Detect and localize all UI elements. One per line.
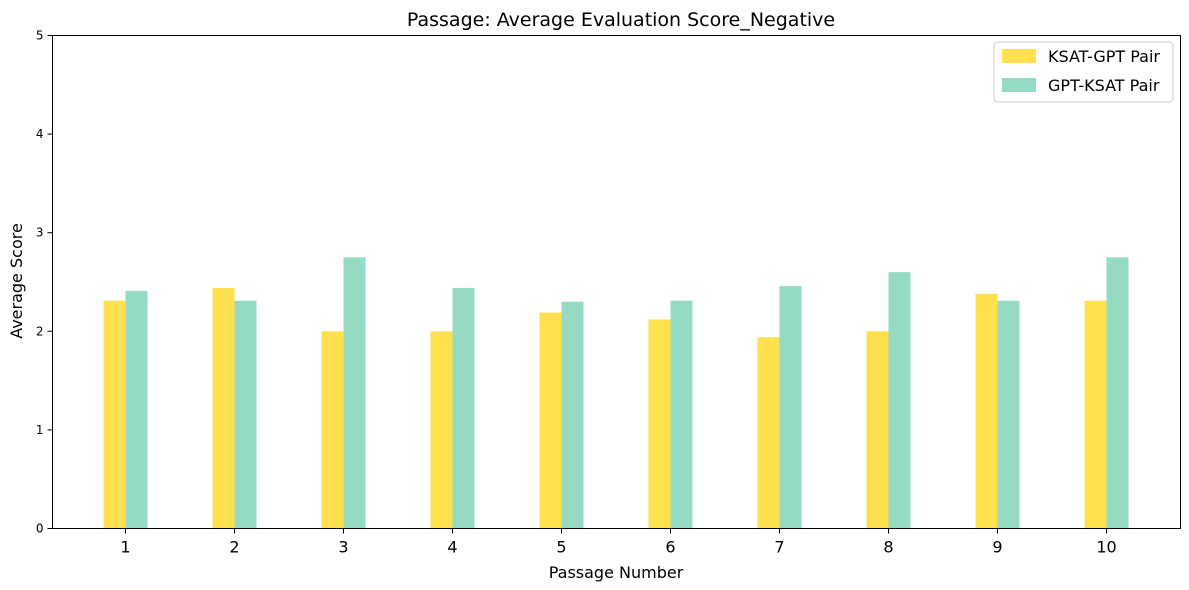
bar-series-1-passage-8 [866, 331, 889, 529]
x-tick-label: 8 [883, 538, 893, 557]
y-tick-label: 5 [36, 29, 44, 43]
bar-series-1-passage-6 [648, 319, 671, 529]
x-tick-label: 3 [338, 538, 348, 557]
legend-label-ksat-gpt: KSAT-GPT Pair [1048, 47, 1160, 66]
y-tick-label: 1 [36, 423, 44, 437]
y-tick-label: 0 [36, 522, 44, 536]
x-tick-label: 2 [229, 538, 239, 557]
bar-series-2-passage-3 [343, 257, 366, 529]
bar-series-1-passage-1 [103, 300, 126, 529]
bar-series-2-passage-7 [779, 285, 802, 529]
bar-series-2-passage-6 [670, 300, 693, 529]
y-axis: 0 1 2 3 4 5 [36, 29, 53, 536]
x-tick-label: 9 [992, 538, 1002, 557]
bars-group [103, 257, 1129, 529]
bar-series-2-passage-10 [1106, 257, 1129, 529]
x-tick-label: 6 [665, 538, 675, 557]
legend-box [993, 41, 1174, 103]
y-axis-label: Average Score [7, 223, 26, 339]
bar-series-1-passage-4 [430, 331, 453, 529]
plot-frame [52, 35, 1181, 529]
legend-swatch-gpt-ksat [1002, 78, 1036, 92]
y-tick-label: 3 [36, 226, 44, 240]
bar-series-1-passage-3 [321, 331, 344, 529]
x-tick-label: 10 [1096, 538, 1116, 557]
y-tick-label: 4 [36, 127, 44, 141]
bar-series-1-passage-5 [539, 312, 562, 529]
y-tick-label: 2 [36, 324, 44, 338]
legend-swatch-ksat-gpt [1002, 49, 1036, 63]
bar-series-2-passage-5 [561, 301, 584, 529]
chart-title: Passage: Average Evaluation Score_Negati… [407, 9, 835, 31]
bar-series-1-passage-7 [757, 337, 780, 529]
bar-series-1-passage-9 [975, 293, 998, 529]
bar-series-2-passage-4 [452, 287, 475, 529]
bar-series-1-passage-2 [212, 287, 235, 529]
x-tick-label: 7 [774, 538, 784, 557]
x-tick-label: 1 [120, 538, 130, 557]
x-axis: 1 2 3 4 5 6 7 8 9 10 [120, 528, 1117, 557]
bar-series-2-passage-2 [234, 300, 257, 529]
x-tick-label: 4 [447, 538, 457, 557]
bar-series-2-passage-8 [888, 272, 911, 529]
x-axis-label: Passage Number [549, 563, 684, 582]
legend-label-gpt-ksat: GPT-KSAT Pair [1048, 76, 1160, 95]
x-tick-label: 5 [556, 538, 566, 557]
bar-series-2-passage-1 [125, 290, 148, 529]
bar-series-2-passage-9 [997, 300, 1020, 529]
bar-series-1-passage-10 [1084, 300, 1107, 529]
legend: KSAT-GPT Pair GPT-KSAT Pair [993, 41, 1174, 103]
